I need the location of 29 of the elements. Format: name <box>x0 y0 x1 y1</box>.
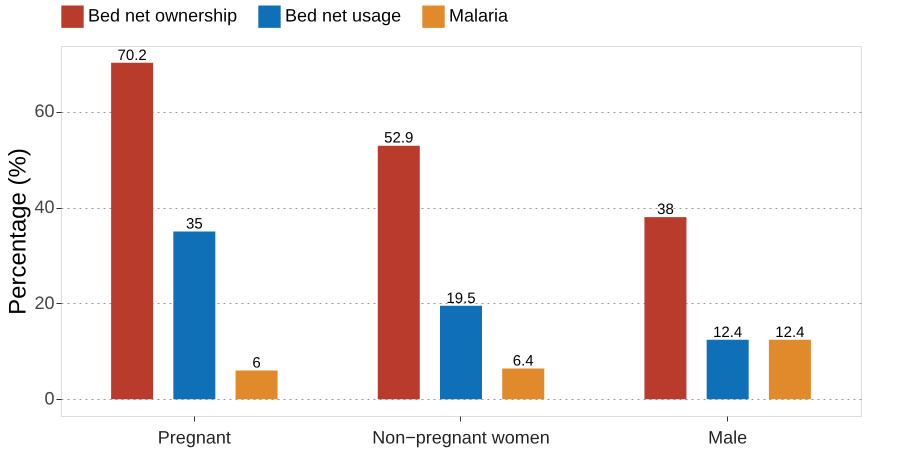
bar <box>644 217 686 400</box>
data-label: 38 <box>657 201 674 218</box>
bar <box>236 370 278 400</box>
data-label: 70.2 <box>118 46 147 64</box>
bar <box>440 306 482 400</box>
data-label: 35 <box>186 215 203 232</box>
y-tick-label: 0 <box>44 388 54 409</box>
y-tick-label: 20 <box>34 292 54 313</box>
bar <box>173 231 216 400</box>
bar <box>111 62 154 400</box>
bar <box>768 340 811 400</box>
data-label: 12.4 <box>775 324 804 341</box>
x-tick-label: Non−pregnant women <box>372 428 550 448</box>
legend-label: Bed net usage <box>285 6 402 26</box>
x-tick-label: Male <box>708 428 748 448</box>
data-label: 6.4 <box>512 352 534 370</box>
legend-label: Malaria <box>449 6 510 26</box>
bar <box>706 340 749 400</box>
legend-label: Bed net ownership <box>88 6 238 26</box>
data-label: 6 <box>252 354 261 372</box>
y-tick-label: 60 <box>34 101 54 122</box>
x-tick-label: Pregnant <box>158 428 231 448</box>
bar <box>502 368 544 400</box>
bar <box>378 146 420 400</box>
data-label: 52.9 <box>384 130 414 147</box>
data-label: 12.4 <box>713 324 742 341</box>
y-tick-label: 40 <box>34 197 54 218</box>
data-label: 19.5 <box>446 290 476 307</box>
y-axis-title: Percentage (%) <box>4 148 32 315</box>
